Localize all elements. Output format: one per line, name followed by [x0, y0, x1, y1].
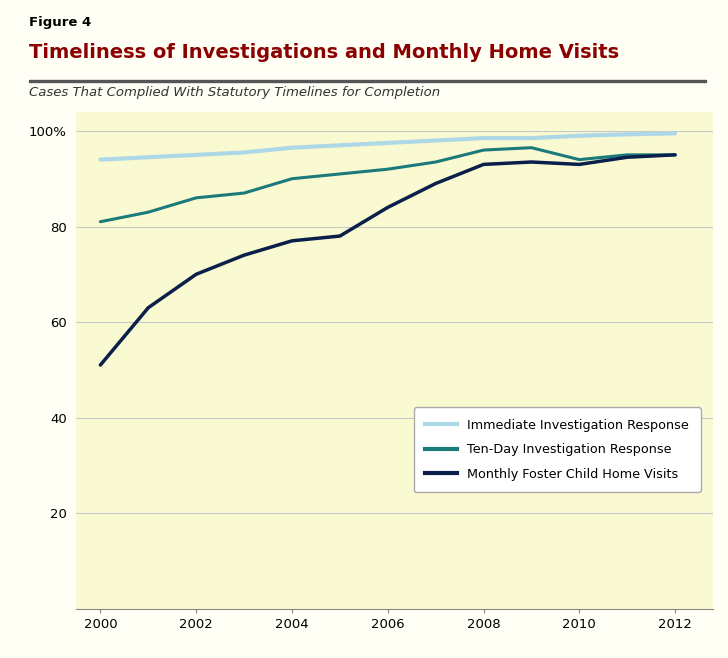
Text: Cases That Complied With Statutory Timelines for Completion: Cases That Complied With Statutory Timel… — [29, 86, 440, 99]
Text: Figure 4: Figure 4 — [29, 16, 92, 30]
Text: Timeliness of Investigations and Monthly Home Visits: Timeliness of Investigations and Monthly… — [29, 43, 620, 62]
Legend: Immediate Investigation Response, Ten-Day Investigation Response, Monthly Foster: Immediate Investigation Response, Ten-Da… — [414, 407, 700, 492]
